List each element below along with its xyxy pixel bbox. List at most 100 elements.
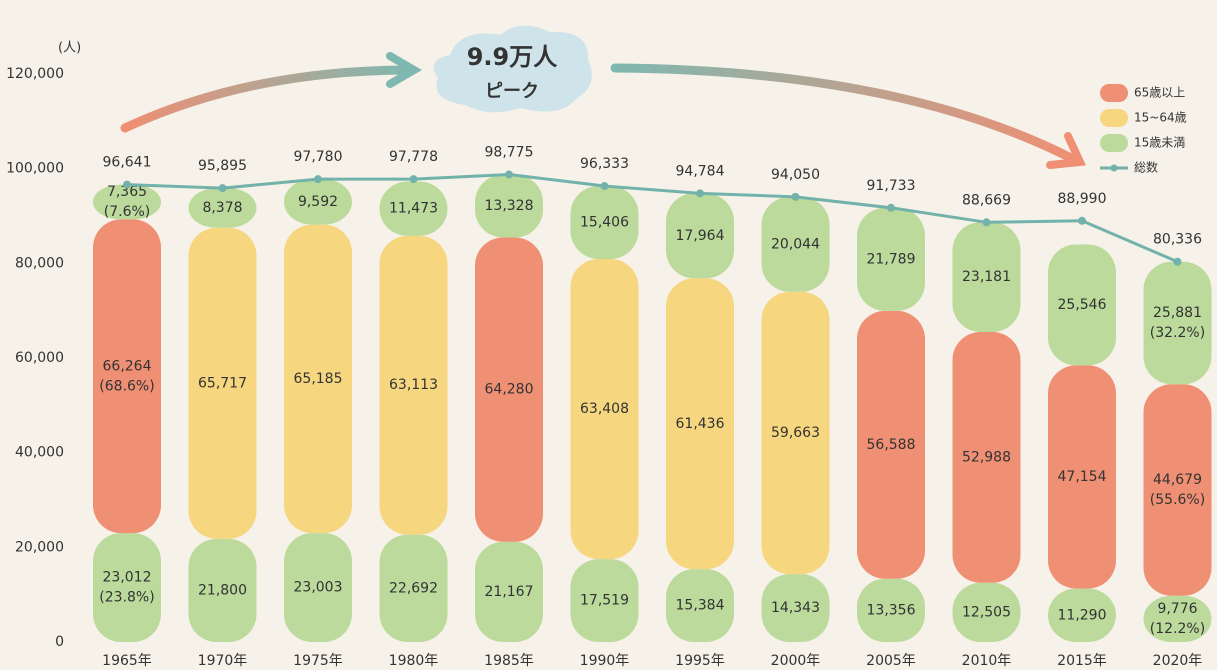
total-label: 95,895 <box>198 158 247 174</box>
x-tick-label: 2010年 <box>962 653 1012 669</box>
total-point <box>1078 217 1086 225</box>
legend-label: 15~64歳 <box>1134 111 1187 125</box>
legend-label: 総数 <box>1134 160 1158 175</box>
total-label: 91,733 <box>867 178 916 194</box>
share-label: (32.2%) <box>1150 325 1205 341</box>
total-label: 88,669 <box>962 192 1011 208</box>
peak-value: 9.9万人 <box>467 43 558 71</box>
value-label: 17,519 <box>580 593 629 609</box>
x-tick-label: 1970年 <box>198 653 248 669</box>
value-label: 9,592 <box>298 194 338 210</box>
x-tick-label: 1980年 <box>389 653 439 669</box>
legend-label: 15歳未満 <box>1134 136 1185 150</box>
x-tick-label: 1990年 <box>580 653 630 669</box>
x-tick-label: 2020年 <box>1153 653 1203 669</box>
value-label: 65,185 <box>294 371 343 387</box>
value-label: 12,505 <box>962 604 1011 620</box>
value-label: 21,167 <box>485 584 534 600</box>
total-label: 80,336 <box>1153 232 1202 248</box>
total-point <box>792 193 800 201</box>
arrow <box>615 68 1075 160</box>
y-tick-label: 60,000 <box>15 350 64 366</box>
x-tick-label: 1985年 <box>484 653 534 669</box>
value-label: 59,663 <box>771 425 820 441</box>
value-label: 21,789 <box>867 251 916 267</box>
total-label: 97,778 <box>389 149 438 165</box>
value-label: 56,588 <box>867 437 916 453</box>
total-point <box>410 175 418 183</box>
value-label: 20,044 <box>771 236 820 252</box>
value-label: 44,679 <box>1153 472 1202 488</box>
legend-swatch <box>1100 134 1128 152</box>
total-label: 98,775 <box>485 144 534 160</box>
value-label: 11,290 <box>1058 607 1107 623</box>
value-label: 23,003 <box>294 580 343 596</box>
total-point <box>505 170 513 178</box>
value-label: 23,181 <box>962 269 1011 285</box>
legend-swatch <box>1111 165 1118 172</box>
legend-swatch <box>1100 109 1128 127</box>
total-label: 94,784 <box>676 163 725 179</box>
y-tick-label: 80,000 <box>15 255 64 271</box>
value-label: 15,384 <box>676 598 725 614</box>
value-label: 9,776 <box>1157 601 1197 617</box>
x-tick-label: 2015年 <box>1057 653 1107 669</box>
total-point <box>1174 258 1182 266</box>
total-point <box>601 182 609 190</box>
arrow <box>125 70 410 128</box>
bar-segment <box>93 533 161 642</box>
value-label: 15,406 <box>580 214 629 230</box>
total-point <box>983 218 991 226</box>
x-tick-label: 1965年 <box>102 653 152 669</box>
y-tick-label: 100,000 <box>6 161 64 177</box>
total-point <box>314 175 322 183</box>
value-label: 52,988 <box>962 449 1011 465</box>
share-label: (68.6%) <box>99 378 154 394</box>
value-label: 11,473 <box>389 201 438 217</box>
total-point <box>123 181 131 189</box>
y-tick-label: 0 <box>55 634 64 650</box>
value-label: 22,692 <box>389 580 438 596</box>
value-label: 25,881 <box>1153 305 1202 321</box>
legend-swatch <box>1100 84 1128 102</box>
value-label: 47,154 <box>1058 469 1107 485</box>
total-point <box>887 204 895 212</box>
value-label: 17,964 <box>676 228 725 244</box>
legend-label: 65歳以上 <box>1134 86 1185 100</box>
share-label: (7.6%) <box>104 204 151 220</box>
value-label: 63,113 <box>389 377 438 393</box>
value-label: 14,343 <box>771 600 820 616</box>
y-unit: (人) <box>58 41 81 56</box>
value-label: 25,546 <box>1058 297 1107 313</box>
total-label: 88,990 <box>1058 191 1107 207</box>
share-label: (55.6%) <box>1150 492 1205 508</box>
value-label: 63,408 <box>580 401 629 417</box>
value-label: 64,280 <box>485 382 534 398</box>
value-label: 8,378 <box>202 200 242 216</box>
share-label: (12.2%) <box>1150 621 1205 637</box>
chart: 9.9万人 ピーク (人) 0 20,000 40,000 60,000 80,000 1… <box>0 0 1217 670</box>
value-label: 65,717 <box>198 375 247 391</box>
peak-label: ピーク <box>485 81 539 102</box>
total-point <box>696 189 704 197</box>
value-label: 66,264 <box>103 358 152 374</box>
x-tick-label: 2005年 <box>866 653 916 669</box>
value-label: 21,800 <box>198 582 247 598</box>
share-label: (23.8%) <box>99 590 154 606</box>
x-tick-label: 1995年 <box>675 653 725 669</box>
y-tick-label: 40,000 <box>15 445 64 461</box>
value-label: 23,012 <box>103 570 152 586</box>
bar-segment <box>1144 262 1212 385</box>
y-tick-label: 120,000 <box>6 66 64 82</box>
x-tick-label: 1975年 <box>293 653 343 669</box>
value-label: 13,328 <box>485 198 534 214</box>
total-point <box>219 184 227 192</box>
total-label: 96,641 <box>103 155 152 171</box>
bar-segment <box>1144 384 1212 595</box>
total-label: 96,333 <box>580 156 629 172</box>
bar-segment <box>93 219 161 533</box>
y-tick-label: 20,000 <box>15 539 64 555</box>
total-label: 97,780 <box>294 149 343 165</box>
value-label: 61,436 <box>676 416 725 432</box>
total-label: 94,050 <box>771 167 820 183</box>
